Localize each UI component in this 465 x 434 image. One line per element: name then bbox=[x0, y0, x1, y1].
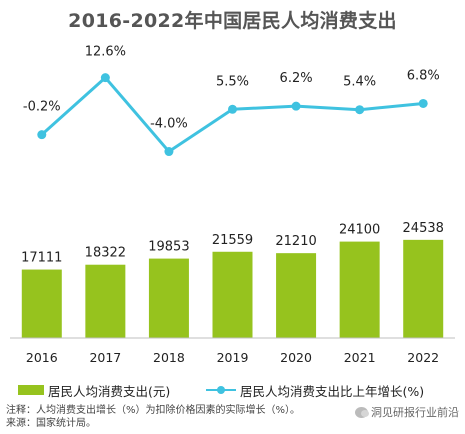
line-value-label: 6.8% bbox=[407, 68, 440, 83]
line-point bbox=[164, 147, 174, 157]
x-tick-label: 2017 bbox=[89, 350, 121, 365]
legend-bar-series: 居民人均消费支出(元) bbox=[18, 380, 170, 400]
bar bbox=[276, 253, 317, 338]
line-value-label: -0.2% bbox=[23, 100, 61, 115]
bar-value-label: 17111 bbox=[21, 251, 62, 266]
line-point bbox=[37, 130, 47, 140]
footnote: 注释：人均消费支出增长（%）为扣除价格因素的实际增长（%）。来源：国家统计局。 bbox=[6, 405, 301, 429]
bar bbox=[148, 258, 189, 338]
bar bbox=[403, 239, 444, 338]
bar-value-label: 21559 bbox=[212, 233, 253, 248]
line-point bbox=[228, 104, 237, 114]
x-tick-label: 2021 bbox=[344, 350, 376, 365]
bar bbox=[339, 241, 380, 338]
bar bbox=[212, 251, 253, 338]
legend-line-swatch bbox=[206, 385, 236, 395]
bar-value-label: 19853 bbox=[148, 240, 189, 255]
bar bbox=[21, 269, 62, 338]
x-tick-label: 2020 bbox=[280, 350, 312, 365]
bar-value-label: 21210 bbox=[275, 234, 316, 249]
x-tick-label: 2016 bbox=[26, 350, 58, 365]
watermark-text: 洞见研报行业前沿 bbox=[371, 406, 459, 419]
line-value-label: 6.2% bbox=[280, 71, 313, 86]
x-axis: 2016 2017 2018 2019 2020 2021 2022 bbox=[10, 337, 455, 365]
bar-value-label: 24100 bbox=[339, 223, 380, 238]
line-point bbox=[418, 98, 428, 108]
line-layer: -0.2% 12.6% -4.0% 5.5% 6.2% 5.4% 6.8% bbox=[23, 45, 440, 157]
line-value-label: 12.6% bbox=[85, 45, 126, 60]
x-tick-label: 2022 bbox=[407, 350, 439, 365]
x-tick-label: 2019 bbox=[217, 350, 249, 365]
line-point bbox=[100, 73, 110, 83]
bar bbox=[85, 264, 126, 338]
legend-bar-swatch bbox=[18, 385, 44, 395]
legend-bar-label: 居民人均消费支出(元) bbox=[48, 383, 171, 399]
line-point bbox=[355, 105, 365, 115]
watermark: 洞见研报行业前沿 bbox=[355, 404, 459, 420]
line-value-label: 5.4% bbox=[343, 75, 376, 90]
bar-value-label: 24538 bbox=[403, 221, 444, 236]
line-value-label: -4.0% bbox=[150, 117, 188, 132]
line-value-label: 5.5% bbox=[216, 74, 249, 89]
bars-layer: 17111 18322 19853 21559 21210 24100 24538 bbox=[21, 221, 444, 338]
chart-title: 2016-2022年中国居民人均消费支出 bbox=[68, 10, 397, 32]
line-point bbox=[291, 101, 301, 111]
wechat-icon bbox=[355, 406, 369, 418]
legend-line-label: 居民人均消费支出比上年增长(%) bbox=[240, 383, 425, 399]
bar-value-label: 18322 bbox=[85, 246, 126, 261]
x-tick-label: 2018 bbox=[153, 350, 185, 365]
legend-line-series: 居民人均消费支出比上年增长(%) bbox=[206, 380, 424, 400]
